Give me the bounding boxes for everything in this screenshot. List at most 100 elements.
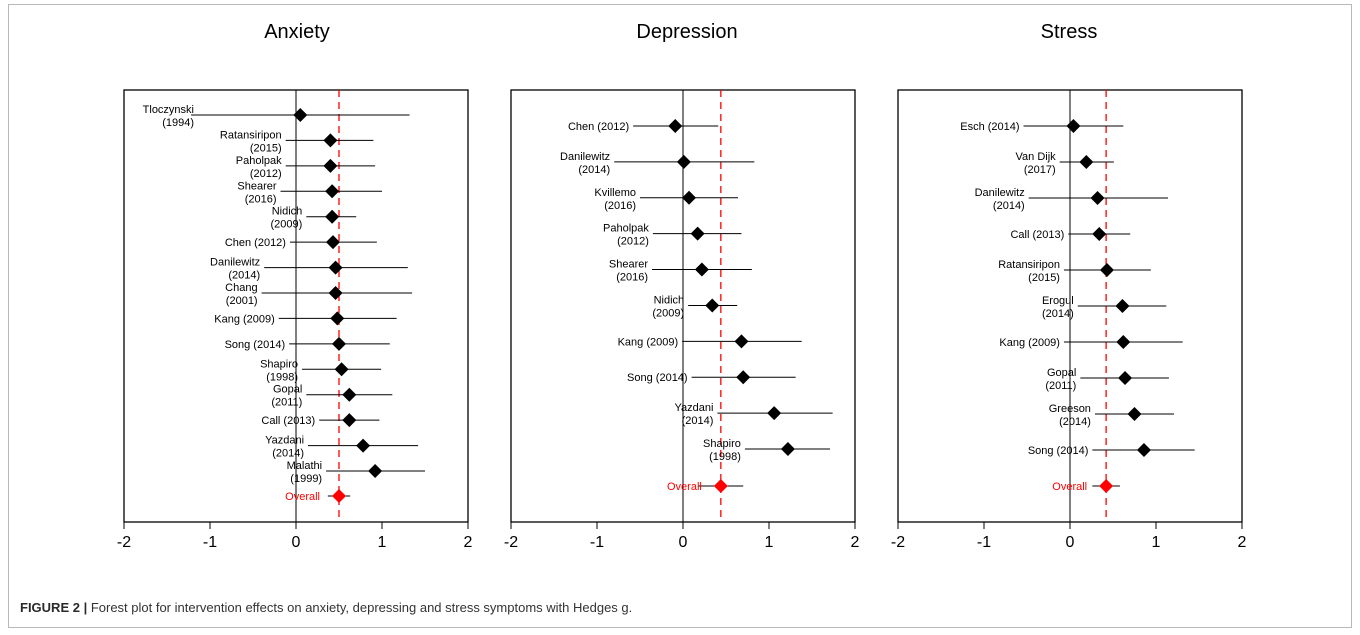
- study-label: Ratansiripon (2015): [998, 259, 1060, 284]
- study-row: Nidich (2009): [652, 294, 738, 319]
- study-label-line: (2011): [271, 397, 302, 409]
- overall-label: Overall: [285, 491, 320, 503]
- study-label: Kang (2009): [618, 336, 679, 348]
- study-label: Danilewitz (2014): [210, 257, 260, 282]
- study-label: Kang (2009): [214, 313, 275, 325]
- study-label-line: (1998): [266, 371, 298, 383]
- study-label: Ratansiripon (2015): [220, 129, 282, 154]
- study-label-line: Kvillemo: [594, 187, 636, 199]
- effect-marker: [1092, 227, 1107, 241]
- study-label: Shearer (2016): [609, 259, 648, 284]
- panel-anxiety: Anxiety -2 -1 0 1 2 Tloczynski (1994) Ratansirip…: [117, 21, 473, 551]
- x-tick-label: 0: [1066, 534, 1075, 551]
- study-label-line: Erogul: [1042, 295, 1074, 307]
- study-row: Song (2014): [627, 370, 796, 385]
- study-label: Chang (2001): [225, 282, 257, 307]
- x-tick-label: 1: [765, 534, 774, 551]
- panel-stress: Stress -2 -1 0 1 2 Esch (2014) Van Dijk (2017) Da…: [891, 21, 1247, 551]
- study-label: Nidich (2009): [652, 294, 684, 319]
- study-label-line: Malathi: [287, 460, 322, 472]
- overall-row: Overall: [667, 479, 744, 493]
- effect-marker: [694, 262, 709, 277]
- effect-marker: [325, 209, 340, 224]
- study-label: Song (2014): [225, 339, 286, 351]
- study-row: Danilewitz (2014): [210, 257, 408, 282]
- study-label-line: Danilewitz: [975, 187, 1025, 199]
- study-row: Shapiro (1998): [703, 438, 831, 463]
- study-row: Gopal (2011): [1045, 367, 1169, 392]
- study-label-line: (2009): [271, 219, 303, 231]
- study-label: Song (2014): [1028, 445, 1089, 457]
- effect-marker: [767, 406, 782, 421]
- study-label-line: Danilewitz: [210, 257, 260, 269]
- effect-marker: [328, 260, 343, 275]
- effect-marker: [1090, 191, 1105, 205]
- study-row: Chen (2012): [568, 119, 719, 133]
- study-row: Nidich (2009): [271, 206, 357, 231]
- panel-title: Anxiety: [264, 21, 330, 43]
- study-label-line: (2014): [272, 448, 304, 460]
- study-label-line: Shearer: [609, 259, 648, 271]
- study-label-line: (2014): [228, 270, 260, 282]
- study-label-line: Shapiro: [260, 358, 298, 370]
- effect-marker: [323, 158, 338, 173]
- study-label-line: Shearer: [237, 180, 276, 192]
- x-tick-label: 2: [1238, 534, 1247, 551]
- study-row: Shearer (2016): [609, 259, 752, 284]
- study-row: Chen (2012): [225, 235, 377, 250]
- overall-effect-marker: [713, 479, 728, 493]
- study-label-line: (2011): [1045, 380, 1076, 392]
- study-label-line: Gopal: [273, 384, 302, 396]
- study-row: Paholpak (2012): [603, 223, 742, 248]
- x-tick-label: 0: [679, 534, 688, 551]
- effect-marker: [334, 362, 349, 377]
- study-label: Greeson (2014): [1049, 403, 1091, 428]
- study-row: Kvillemo (2016): [594, 187, 739, 212]
- study-label: Shapiro (1998): [260, 358, 298, 383]
- effect-marker: [328, 286, 343, 300]
- study-label-line: Van Dijk: [1016, 151, 1057, 163]
- overall-effect-marker: [1099, 479, 1114, 493]
- study-label-line: (2014): [682, 415, 714, 427]
- study-label-line: Danilewitz: [560, 151, 610, 163]
- x-tick-label: -1: [203, 534, 217, 551]
- study-label: Gopal (2011): [271, 384, 302, 409]
- study-row: Chang (2001): [225, 282, 413, 307]
- study-row: Kang (2009): [618, 334, 802, 349]
- x-tick-label: 1: [1152, 534, 1161, 551]
- panel-title: Stress: [1041, 21, 1098, 43]
- study-label: Nidich (2009): [271, 206, 303, 231]
- study-row: Esch (2014): [960, 119, 1124, 133]
- effect-marker: [368, 464, 383, 478]
- effect-marker: [1116, 335, 1131, 349]
- study-label: Call (2013): [261, 415, 315, 427]
- effect-marker: [332, 336, 346, 351]
- effect-marker: [356, 438, 371, 453]
- effect-marker: [682, 190, 697, 205]
- study-label: Yazdani (2014): [674, 402, 713, 427]
- effect-marker: [1099, 263, 1114, 277]
- study-label: Kang (2009): [999, 337, 1060, 349]
- study-label: Paholpak (2012): [236, 155, 282, 180]
- study-row: Tloczynski (1994): [143, 104, 410, 129]
- study-label: Paholpak (2012): [603, 223, 649, 248]
- caption-label: FIGURE 2 |: [20, 600, 88, 615]
- effect-marker: [293, 108, 308, 122]
- x-tick-label: -2: [504, 534, 518, 551]
- effect-marker: [325, 184, 340, 199]
- study-row: Call (2013): [261, 413, 380, 428]
- study-label-line: Ratansiripon: [998, 259, 1060, 271]
- study-label: Kvillemo (2016): [594, 187, 636, 212]
- effect-marker: [330, 311, 345, 326]
- study-row: Shearer (2016): [237, 180, 382, 205]
- study-label: Yazdani (2014): [265, 435, 304, 460]
- study-label: Gopal (2011): [1045, 367, 1076, 392]
- study-row: Song (2014): [225, 336, 390, 351]
- study-label-line: (2014): [993, 200, 1025, 212]
- study-label-line: (2001): [226, 295, 258, 307]
- study-label-line: (2017): [1024, 164, 1056, 176]
- study-label-line: (2015): [1028, 272, 1060, 284]
- study-label: Chen (2012): [225, 237, 286, 249]
- study-row: Erogul (2014): [1042, 295, 1167, 320]
